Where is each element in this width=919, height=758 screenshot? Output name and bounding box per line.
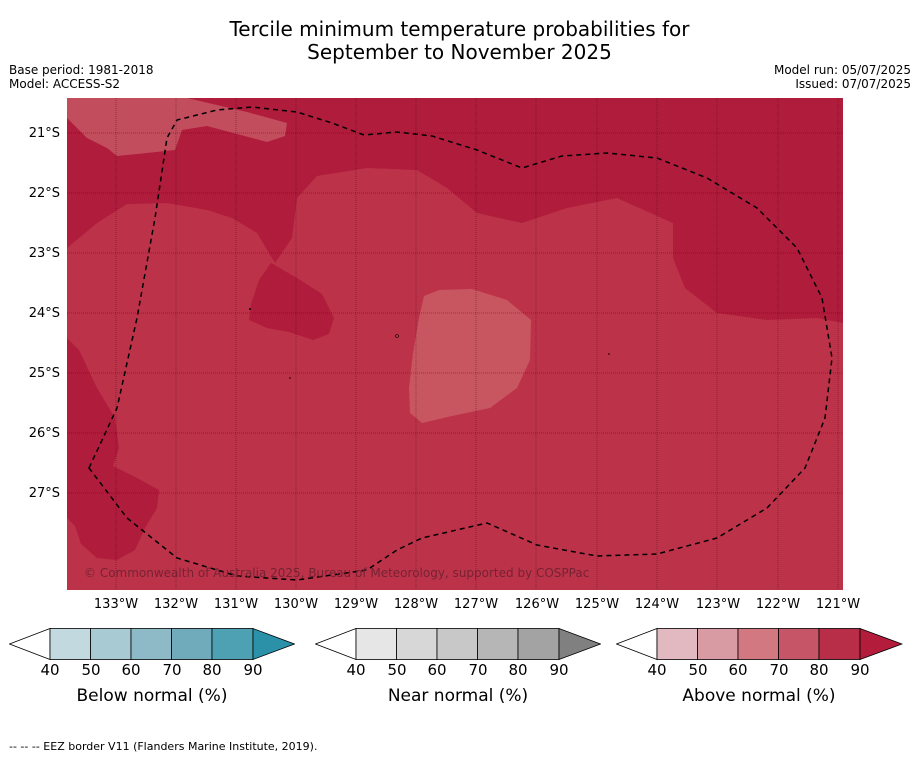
lat-label: 21°S [28, 126, 60, 141]
colorbar-tick: 90 [549, 661, 569, 679]
lon-label: 128°W [393, 597, 439, 612]
base-period: Base period: 1981-2018 [9, 63, 154, 77]
colorbar-tick: 60 [728, 661, 748, 679]
above-normal-70-80-northwest [67, 98, 287, 156]
lat-label: 26°S [28, 426, 60, 441]
above-normal-colorbar [615, 627, 904, 664]
island-dot [289, 377, 291, 379]
colorbar-tick: 40 [40, 661, 60, 679]
model-run: Model run: 05/07/2025 [773, 63, 911, 77]
colorbar-tick: 60 [427, 661, 447, 679]
lon-label: 132°W [153, 597, 199, 612]
island-dot [608, 353, 610, 355]
title-line-2: September to November 2025 [307, 40, 612, 64]
issued-date: Issued: 07/07/2025 [795, 77, 911, 91]
above-normal-80-90-north [67, 98, 843, 323]
copyright-notice: © Commonwealth of Australia 2025, Bureau… [84, 566, 590, 580]
lon-label: 125°W [574, 597, 620, 612]
lat-label: 23°S [28, 246, 60, 261]
right-metadata: Model run: 05/07/2025 Issued: 07/07/2025 [774, 63, 911, 91]
lon-label: 130°W [273, 597, 319, 612]
lon-label: 126°W [514, 597, 560, 612]
near-normal-colorbar [314, 627, 602, 664]
colorbar-tick: 40 [346, 661, 366, 679]
near-normal-title: Near normal (%) [387, 686, 529, 706]
lon-label: 129°W [333, 597, 379, 612]
colorbar-tick: 50 [387, 661, 407, 679]
lon-label: 133°W [93, 597, 139, 612]
above-normal-70-80-central [409, 289, 531, 423]
lon-label: 124°W [634, 597, 680, 612]
probability-map[interactable] [67, 98, 843, 590]
colorbar-tick: 70 [162, 661, 182, 679]
island-dot [249, 308, 251, 310]
lon-label: 121°W [815, 597, 861, 612]
near-normal-colorbar-svg [314, 627, 602, 661]
lat-label: 25°S [28, 366, 60, 381]
map-svg [67, 98, 843, 590]
lat-label: 24°S [28, 306, 60, 321]
colorbar-tick: 90 [850, 661, 870, 679]
lat-label: 22°S [28, 186, 60, 201]
graticule [67, 98, 843, 590]
above-normal-80-90-west [67, 338, 159, 560]
lon-label: 123°W [695, 597, 741, 612]
colorbar-tick: 70 [769, 661, 789, 679]
model-name: Model: ACCESS-S2 [9, 77, 121, 91]
lon-label: 122°W [755, 597, 801, 612]
lon-label: 131°W [213, 597, 259, 612]
left-metadata: Base period: 1981-2018 Model: ACCESS-S2 [9, 63, 154, 91]
colorbar-tick: 50 [81, 661, 101, 679]
above-normal-80-90-interior [249, 263, 334, 340]
colorbar-tick: 60 [121, 661, 141, 679]
colorbar-tick: 80 [202, 661, 222, 679]
island-dot [395, 334, 399, 338]
colorbar-tick: 80 [508, 661, 528, 679]
colorbar-tick: 70 [468, 661, 488, 679]
map-title: Tercile minimum temperature probabilitie… [0, 18, 919, 64]
lat-label: 27°S [28, 486, 60, 501]
eez-border [88, 106, 833, 581]
title-line-1: Tercile minimum temperature probabilitie… [229, 17, 690, 41]
colorbar-tick: 80 [809, 661, 829, 679]
above-normal-colorbar-svg [615, 627, 904, 661]
lon-label: 127°W [453, 597, 499, 612]
below-normal-colorbar [8, 627, 296, 664]
above-normal-title: Above normal (%) [682, 686, 836, 706]
colorbar-tick: 90 [243, 661, 263, 679]
colorbar-tick: 40 [647, 661, 667, 679]
colorbar-tick: 50 [688, 661, 708, 679]
below-normal-colorbar-svg [8, 627, 296, 661]
below-normal-title: Below normal (%) [76, 686, 228, 706]
eez-footnote: -- -- -- EEZ border V11 (Flanders Marine… [9, 740, 318, 753]
